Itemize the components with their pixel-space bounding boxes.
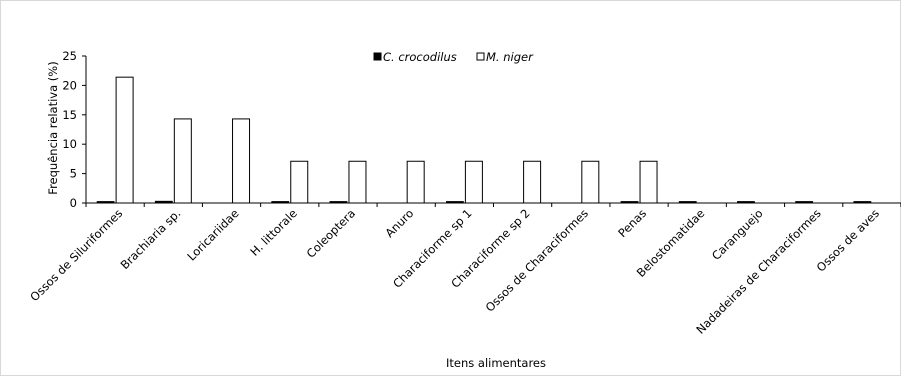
x-tick-label-loricariidae: Loricariidae xyxy=(184,206,241,263)
x-tick-label-nadadeiras-de-characiformes: Nadadeiras de Characiformes xyxy=(693,206,824,337)
y-tick-label: 0 xyxy=(70,196,77,210)
y-tick-label: 15 xyxy=(62,108,77,122)
legend-swatch-m-niger xyxy=(476,52,485,61)
x-axis xyxy=(85,202,901,207)
x-tick-label-anuro: Anuro xyxy=(382,206,416,240)
bar-c-crocodilus-belostomatidae xyxy=(678,201,697,204)
bar-c-crocodilus-penas xyxy=(620,201,639,204)
y-axis: 0 5 10 15 20 25 xyxy=(62,49,87,210)
x-tick-label-h-littorale: H. littorale xyxy=(247,206,300,259)
x-axis-title: Itens alimentares xyxy=(446,356,546,370)
bar-m-niger-brachiaria-sp xyxy=(173,118,192,204)
bar-m-niger-loricariidae xyxy=(232,118,251,204)
bar-m-niger-ossos-de-siluriformes xyxy=(115,76,134,204)
bar-m-niger-characiforme-sp-1 xyxy=(464,160,483,204)
bars xyxy=(96,76,872,204)
x-tick-label-ossos-de-aves: Ossos de aves xyxy=(814,206,882,274)
bar-m-niger-anuro xyxy=(406,160,425,204)
bar-c-crocodilus-h-littorale xyxy=(271,201,290,204)
x-tick-label-penas: Penas xyxy=(615,206,649,240)
y-tick-label: 20 xyxy=(62,78,77,92)
bar-c-crocodilus-caranguejo xyxy=(737,201,755,204)
y-axis-title: Frequência relativa (%) xyxy=(46,61,60,194)
x-tick-label-ossos-de-characiformes: Ossos de Characiformes xyxy=(483,206,591,314)
bar-c-crocodilus-nadadeiras-de-characiformes xyxy=(795,201,814,204)
bar-m-niger-characiforme-sp-2 xyxy=(523,160,542,204)
x-tick-label-brachiaria-sp: Brachiaria sp. xyxy=(118,206,184,272)
y-tick-label: 5 xyxy=(70,167,77,181)
bar-m-niger-h-littorale xyxy=(290,160,309,204)
x-tick-label-coleoptera: Coleoptera xyxy=(304,206,358,260)
legend-label-c-crocodilus: C. crocodilus xyxy=(383,50,457,64)
bar-c-crocodilus-brachiaria-sp xyxy=(154,200,173,204)
bar-c-crocodilus-ossos-de-aves xyxy=(853,201,872,204)
x-tick-label-caranguejo: Caranguejo xyxy=(709,206,766,263)
bar-c-crocodilus-ossos-de-siluriformes xyxy=(96,201,115,204)
legend-swatch-c-crocodilus xyxy=(373,52,382,61)
legend: C. crocodilus M. niger xyxy=(373,50,534,64)
x-tick-label-ossos-de-siluriformes: Ossos de Siluriformes xyxy=(27,206,125,304)
bar-c-crocodilus-characiforme-sp-1 xyxy=(445,201,464,204)
bar-m-niger-penas xyxy=(639,160,658,204)
bar-m-niger-coleoptera xyxy=(348,160,367,204)
bar-m-niger-ossos-de-characiformes xyxy=(581,160,600,204)
y-tick-label: 10 xyxy=(62,137,77,151)
y-tick-label: 25 xyxy=(62,49,77,63)
bar-c-crocodilus-coleoptera xyxy=(329,201,348,204)
legend-label-m-niger: M. niger xyxy=(486,50,534,64)
